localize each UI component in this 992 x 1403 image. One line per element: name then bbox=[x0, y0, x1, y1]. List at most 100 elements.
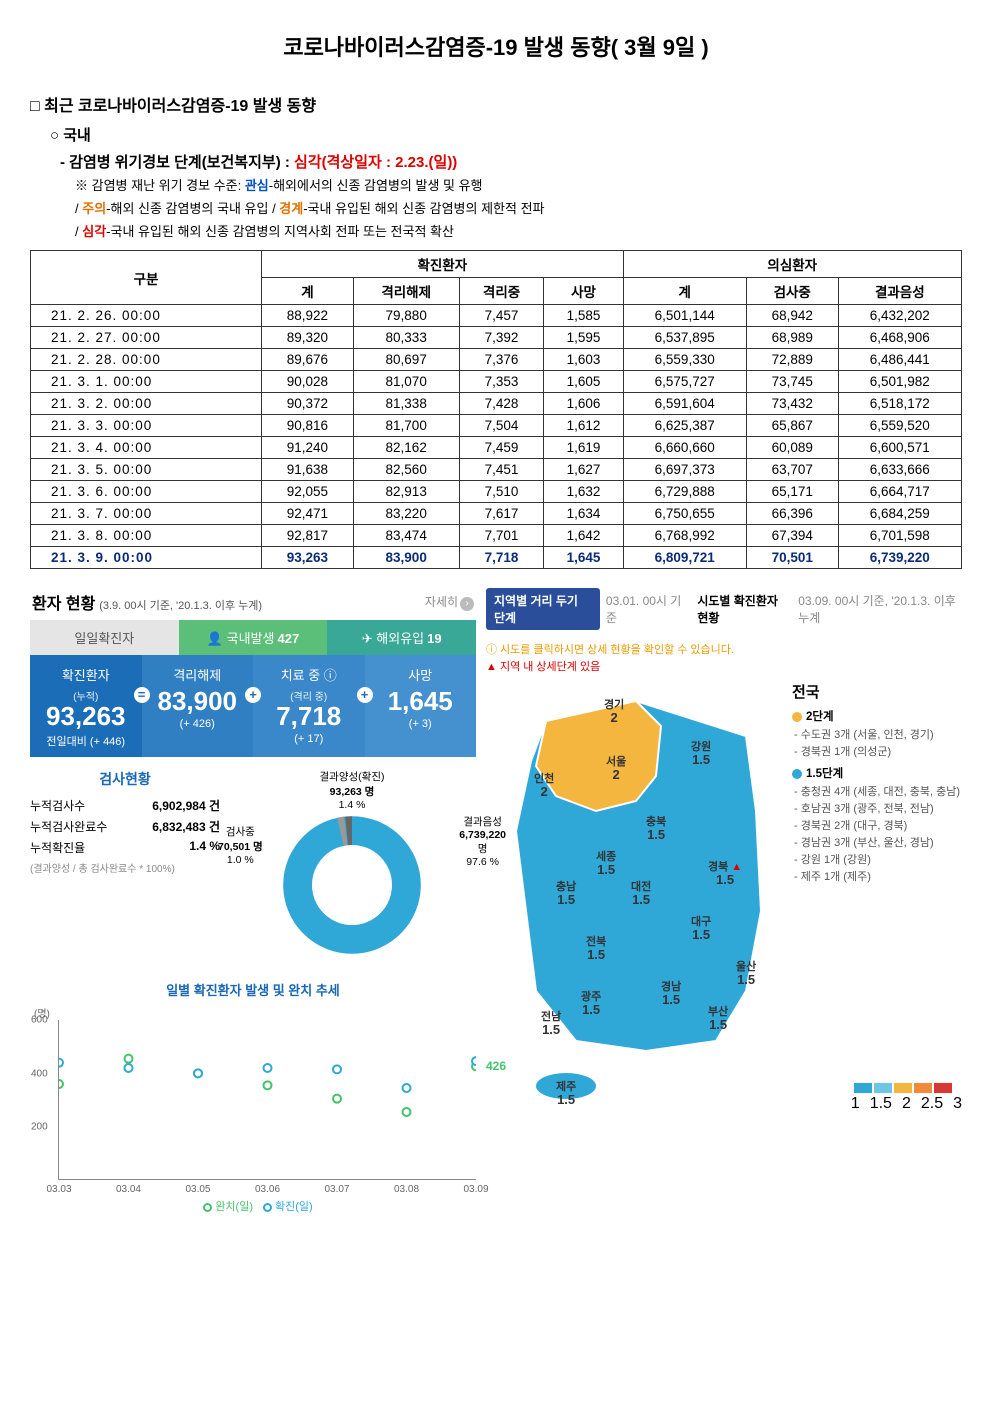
list-item: - 충청권 4개 (세종, 대전, 충북, 충남) bbox=[794, 783, 962, 799]
test-footnote: (결과양성 / 총 검사완료수 * 100%) bbox=[30, 860, 220, 875]
cell-value: 6,468,906 bbox=[838, 327, 961, 349]
domestic-heading: ○ 국내 bbox=[50, 124, 962, 145]
cell-value: 6,633,666 bbox=[838, 459, 961, 481]
cell-value: 1,619 bbox=[544, 437, 623, 459]
alert-prefix: - 감염병 위기경보 단계(보건복지부) : bbox=[60, 154, 294, 171]
airplane-icon: ✈ bbox=[362, 631, 373, 646]
cell-value: 93,263 bbox=[262, 547, 354, 569]
region-label[interactable]: 경남1.5 bbox=[661, 981, 681, 1007]
cell-value: 7,376 bbox=[459, 349, 544, 371]
dot-icon bbox=[792, 769, 802, 779]
region-label[interactable]: 대구1.5 bbox=[691, 916, 711, 942]
stat-box: 사망 1,645 (+ 3) bbox=[365, 655, 477, 757]
alert-level: 심각(격상일자 : 2.23.(일)) bbox=[294, 154, 457, 171]
region-label[interactable]: 전남1.5 bbox=[541, 1011, 561, 1037]
cell-value: 6,809,721 bbox=[623, 547, 746, 569]
cell-value: 90,816 bbox=[262, 415, 354, 437]
region-label[interactable]: 충남1.5 bbox=[556, 881, 576, 907]
cell-date: 21. 3. 8. 00:00 bbox=[31, 525, 262, 547]
cell-value: 83,474 bbox=[353, 525, 459, 547]
cell-value: 6,684,259 bbox=[838, 503, 961, 525]
cell-value: 92,817 bbox=[262, 525, 354, 547]
cell-value: 6,537,895 bbox=[623, 327, 746, 349]
alert-note-2: / 주의-해외 신종 감염병의 국내 유입 / 경계-국내 유입된 해외 신종 … bbox=[75, 199, 962, 220]
cell-date: 21. 3. 2. 00:00 bbox=[31, 393, 262, 415]
map-pill: 지역별 거리 두기 단계 bbox=[486, 588, 600, 630]
cell-value: 73,745 bbox=[746, 371, 838, 393]
region-label[interactable]: 광주1.5 bbox=[581, 991, 601, 1017]
trend-chart: 20040060042603.0303.0403.0503.0603.0703.… bbox=[58, 1020, 476, 1180]
cell-value: 1,642 bbox=[544, 525, 623, 547]
cell-value: 6,559,520 bbox=[838, 415, 961, 437]
region-label[interactable]: 부산1.5 bbox=[708, 1006, 728, 1032]
cell-value: 6,501,982 bbox=[838, 371, 961, 393]
section-heading: □ 최근 코로나바이러스감염증-19 발생 동향 bbox=[30, 92, 962, 116]
cell-value: 82,560 bbox=[353, 459, 459, 481]
th-testing: 검사중 bbox=[746, 278, 838, 305]
detail-link[interactable]: 자세히› bbox=[425, 593, 474, 611]
region-label[interactable]: 세종1.5 bbox=[596, 851, 616, 877]
cell-value: 91,638 bbox=[262, 459, 354, 481]
region-label[interactable]: 전북1.5 bbox=[586, 936, 606, 962]
legend-item: 확진(일) bbox=[253, 1201, 313, 1213]
alert-note-1: ※ 감염병 재난 위기 경보 수준: 관심-해외에서의 신종 감염병의 발생 및… bbox=[75, 176, 962, 197]
tab-imported[interactable]: ✈ 해외유입19 bbox=[327, 620, 476, 655]
cell-value: 6,768,992 bbox=[623, 525, 746, 547]
map-hdr2: 시도별 확진환자 현황 bbox=[697, 592, 792, 626]
cell-value: 7,353 bbox=[459, 371, 544, 393]
cell-value: 82,162 bbox=[353, 437, 459, 459]
cell-value: 6,697,373 bbox=[623, 459, 746, 481]
person-icon: 👤 bbox=[207, 631, 223, 646]
stat-box: 격리해제 83,900 (+ 426)+ bbox=[142, 655, 254, 757]
region-label[interactable]: 서울2 bbox=[606, 756, 626, 782]
cell-value: 1,634 bbox=[544, 503, 623, 525]
cell-value: 6,600,571 bbox=[838, 437, 961, 459]
cell-date: 21. 3. 5. 00:00 bbox=[31, 459, 262, 481]
tab-domestic[interactable]: 👤 국내발생427 bbox=[179, 620, 328, 655]
cell-value: 1,595 bbox=[544, 327, 623, 349]
region-label[interactable]: 강원1.5 bbox=[691, 741, 711, 767]
cell-value: 79,880 bbox=[353, 305, 459, 327]
cell-value: 80,333 bbox=[353, 327, 459, 349]
alert-note-3: / 심각-국내 유입된 해외 신종 감염병의 지역사회 전파 또는 전국적 확산 bbox=[75, 222, 962, 243]
cell-value: 92,055 bbox=[262, 481, 354, 503]
region-label[interactable]: 인천2 bbox=[534, 773, 554, 799]
cell-value: 6,739,220 bbox=[838, 547, 961, 569]
list-item: - 수도권 3개 (서울, 인천, 경기) bbox=[794, 726, 962, 742]
table-row: 21. 2. 28. 00:0089,67680,6977,3761,6036,… bbox=[31, 349, 962, 371]
region-label[interactable]: 울산1.5 bbox=[736, 961, 756, 987]
scale-swatch bbox=[894, 1083, 912, 1093]
cell-value: 83,220 bbox=[353, 503, 459, 525]
cell-value: 6,750,655 bbox=[623, 503, 746, 525]
region-label[interactable]: 제주1.5 bbox=[556, 1081, 576, 1107]
stat-box: 확진환자 (누적) 93,263 전일대비 (+ 446)= bbox=[30, 655, 142, 757]
cell-value: 73,432 bbox=[746, 393, 838, 415]
patient-panel-sub: (3.9. 00시 기준, '20.1.3. 이후 누계) bbox=[99, 600, 262, 612]
cell-value: 6,660,660 bbox=[623, 437, 746, 459]
map-region-2[interactable] bbox=[536, 701, 661, 811]
cell-value: 7,392 bbox=[459, 327, 544, 349]
region-label[interactable]: 대전1.5 bbox=[631, 881, 651, 907]
table-row: 21. 2. 26. 00:0088,92279,8807,4571,5856,… bbox=[31, 305, 962, 327]
daily-tabs: 일일확진자 👤 국내발생427 ✈ 해외유입19 bbox=[30, 620, 476, 655]
cell-date: 21. 3. 9. 00:00 bbox=[31, 547, 262, 569]
cell-value: 91,240 bbox=[262, 437, 354, 459]
cell-value: 6,432,202 bbox=[838, 305, 961, 327]
cell-value: 63,707 bbox=[746, 459, 838, 481]
cell-value: 80,697 bbox=[353, 349, 459, 371]
cell-value: 7,428 bbox=[459, 393, 544, 415]
cell-value: 1,627 bbox=[544, 459, 623, 481]
alert-level-line: - 감염병 위기경보 단계(보건복지부) : 심각(격상일자 : 2.23.(일… bbox=[60, 151, 962, 172]
region-label[interactable]: 경기2 bbox=[604, 699, 624, 725]
cell-value: 6,501,144 bbox=[623, 305, 746, 327]
region-label[interactable]: 경북 ▲1.5 bbox=[708, 861, 742, 887]
cell-value: 83,900 bbox=[353, 547, 459, 569]
korea-map[interactable]: 경기2 강원1.5 서울2 인천2 충북1.5 세종1.5 경북 ▲1.5 대전1.5 충남1.… bbox=[486, 681, 786, 1101]
region-label[interactable]: 충북1.5 bbox=[646, 816, 666, 842]
cell-value: 6,486,441 bbox=[838, 349, 961, 371]
tab-daily: 일일확진자 bbox=[30, 620, 179, 655]
table-row: 21. 3. 5. 00:0091,63882,5607,4511,6276,6… bbox=[31, 459, 962, 481]
map-hdr2-sub: 03.09. 00시 기준, '20.1.3. 이후 누계 bbox=[798, 592, 962, 626]
th-confirmed: 확진환자 bbox=[262, 251, 623, 278]
level-15-header: 1.5단계 bbox=[792, 765, 962, 781]
